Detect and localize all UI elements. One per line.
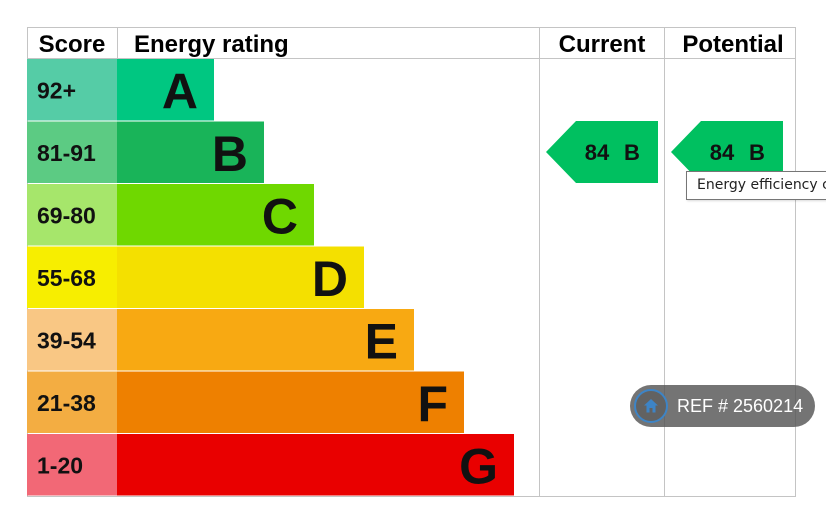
band-bar-d (117, 246, 364, 308)
score-range-f: 21-38 (37, 390, 96, 416)
score-cell-b (27, 121, 117, 183)
header-potential: Potential (682, 31, 783, 58)
band-bar-a (117, 59, 214, 121)
score-cell-e (27, 309, 117, 371)
band-row-a: 92+ A (27, 59, 214, 121)
band-row-g: 1-20 G (27, 434, 514, 496)
band-letter-g: G (459, 438, 498, 494)
chart-tooltip: Energy efficiency chart (686, 171, 826, 200)
score-cell-c (27, 184, 117, 246)
band-letter-c: C (262, 188, 298, 244)
band-row-e: 39-54 E (27, 309, 414, 371)
score-range-a: 92+ (37, 77, 76, 103)
score-range-d: 55-68 (37, 265, 96, 291)
band-bar-b (117, 121, 264, 183)
band-letter-a: A (162, 63, 198, 119)
current-arrow-shape (546, 121, 658, 183)
band-letter-b: B (212, 126, 248, 182)
band-letter-f: F (417, 376, 448, 432)
band-letter-d: D (312, 251, 348, 307)
score-cell-f (27, 371, 117, 433)
potential-band-letter: B (749, 140, 765, 165)
score-cell-g (27, 434, 117, 496)
band-bar-e (117, 309, 414, 371)
current-score-value: 84 (585, 140, 610, 165)
band-row-f: 21-38 F (27, 371, 464, 433)
band-bar-f (117, 371, 464, 433)
score-range-g: 1-20 (37, 452, 83, 478)
reference-badge[interactable]: REF # 2560214 (630, 385, 815, 427)
rating-bands: 92+ A 81-91 B 69-80 C 55-68 D 39-54 E 21-38 F 1-20 G (27, 59, 514, 496)
current-band-letter: B (624, 140, 640, 165)
score-range-c: 69-80 (37, 202, 96, 228)
band-bar-g (117, 434, 514, 496)
reference-number: REF # 2560214 (677, 395, 804, 416)
band-row-c: 69-80 C (27, 184, 314, 246)
band-letter-e: E (365, 313, 398, 369)
score-cell-d (27, 246, 117, 308)
band-row-b: 81-91 B (27, 121, 264, 183)
potential-score-value: 84 (710, 140, 735, 165)
home-icon (634, 389, 668, 423)
score-cell-a (27, 59, 117, 121)
header-score: Score (39, 31, 106, 58)
band-row-d: 55-68 D (27, 246, 364, 308)
potential-rating-arrow: 84 B (671, 121, 783, 183)
current-rating-arrow: 84 B (546, 121, 658, 183)
band-bar-c (117, 184, 314, 246)
potential-arrow-shape (671, 121, 783, 183)
header-energy-rating: Energy rating (134, 31, 289, 58)
header-current: Current (559, 31, 646, 58)
score-range-e: 39-54 (37, 327, 96, 353)
score-range-b: 81-91 (37, 140, 96, 166)
